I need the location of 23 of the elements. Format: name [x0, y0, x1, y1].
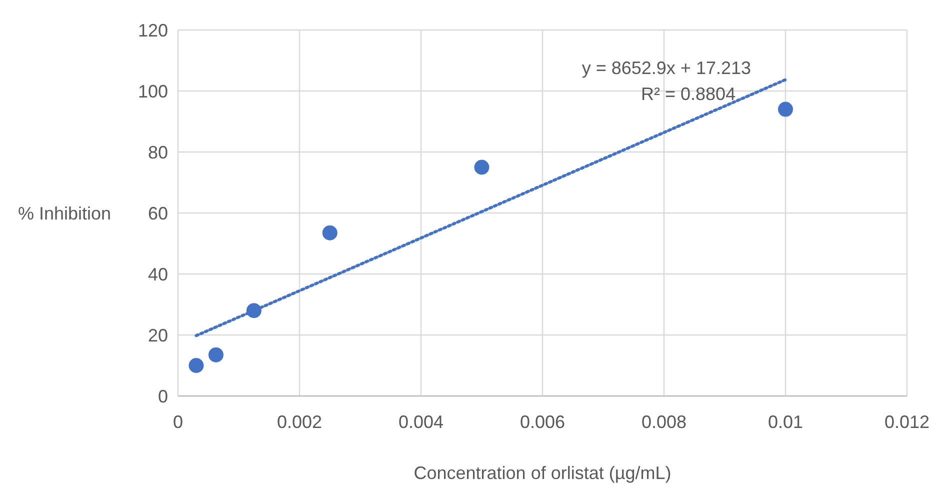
- y-tick-label: 100: [138, 81, 168, 102]
- y-tick-label: 40: [148, 264, 168, 284]
- y-tick-label: 80: [148, 142, 168, 162]
- y-tick-label: 20: [148, 325, 168, 346]
- y-axis-title: % Inhibition: [18, 203, 112, 224]
- x-tick-label: 0.004: [398, 412, 444, 432]
- point: [208, 347, 224, 362]
- annotation: y = 8652.9x + 17.213: [582, 58, 751, 78]
- y-tick-label: 60: [148, 203, 168, 224]
- x-axis-title: Concentration of orlistat (µg/mL): [414, 463, 672, 483]
- x-tick-label: 0.01: [768, 412, 804, 432]
- x-tick-label: 0.012: [884, 412, 930, 432]
- x-tick-label: 0.006: [520, 412, 566, 432]
- y-tick-label: 0: [158, 386, 168, 406]
- x-tick-label: 0.002: [276, 412, 322, 432]
- point: [474, 160, 490, 175]
- annotation: R² = 0.8804: [641, 84, 736, 104]
- point: [778, 102, 793, 117]
- x-tick-label: 0.008: [641, 412, 687, 432]
- point: [322, 225, 338, 240]
- point: [188, 358, 204, 373]
- y-tick-label: 120: [138, 20, 168, 40]
- x-tick-label: 0: [172, 412, 184, 432]
